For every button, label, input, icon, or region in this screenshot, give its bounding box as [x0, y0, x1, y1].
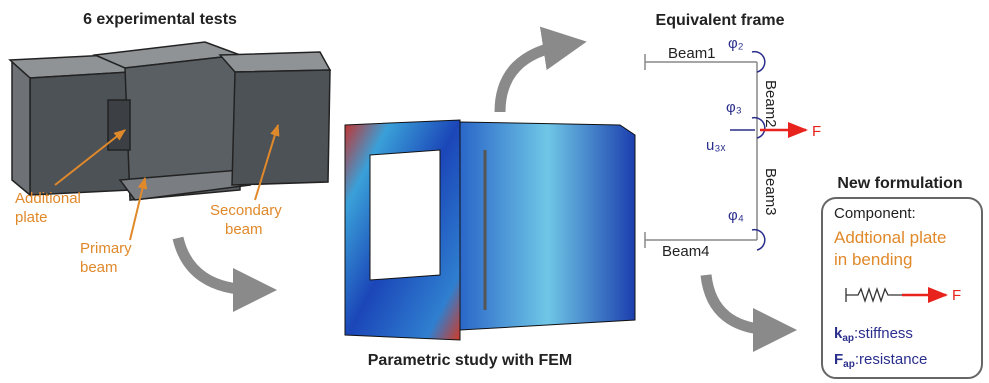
- rotation: φ₃: [726, 99, 742, 116]
- rotation: φ₄: [728, 207, 744, 224]
- beam-label: Beam1: [668, 45, 716, 62]
- rotation: φ₂: [728, 35, 744, 52]
- fem-model: [345, 120, 635, 340]
- title: Equivalent frame: [656, 12, 785, 29]
- stiffness: kap:stiffness: [834, 325, 913, 344]
- caption: Parametric study with FEM: [368, 352, 573, 369]
- spring: [846, 288, 902, 302]
- resistance: Fap:resistance: [834, 351, 927, 370]
- beam-label: Beam2: [762, 80, 779, 128]
- component-heading: Component:: [834, 205, 916, 222]
- title: New formulation: [837, 175, 962, 192]
- title: 6 experimental tests: [83, 11, 237, 28]
- equivalent-frame: [645, 52, 765, 250]
- beam-label: Beam3: [762, 168, 779, 216]
- force-label: F: [952, 287, 961, 304]
- displacement: u₃ₓ: [706, 137, 725, 154]
- figure: 6 experimental tests Additionalplate Pri…: [0, 0, 989, 383]
- beam-drawing: [10, 42, 330, 200]
- force-label: F: [812, 123, 821, 140]
- beam-label: Beam4: [662, 243, 710, 260]
